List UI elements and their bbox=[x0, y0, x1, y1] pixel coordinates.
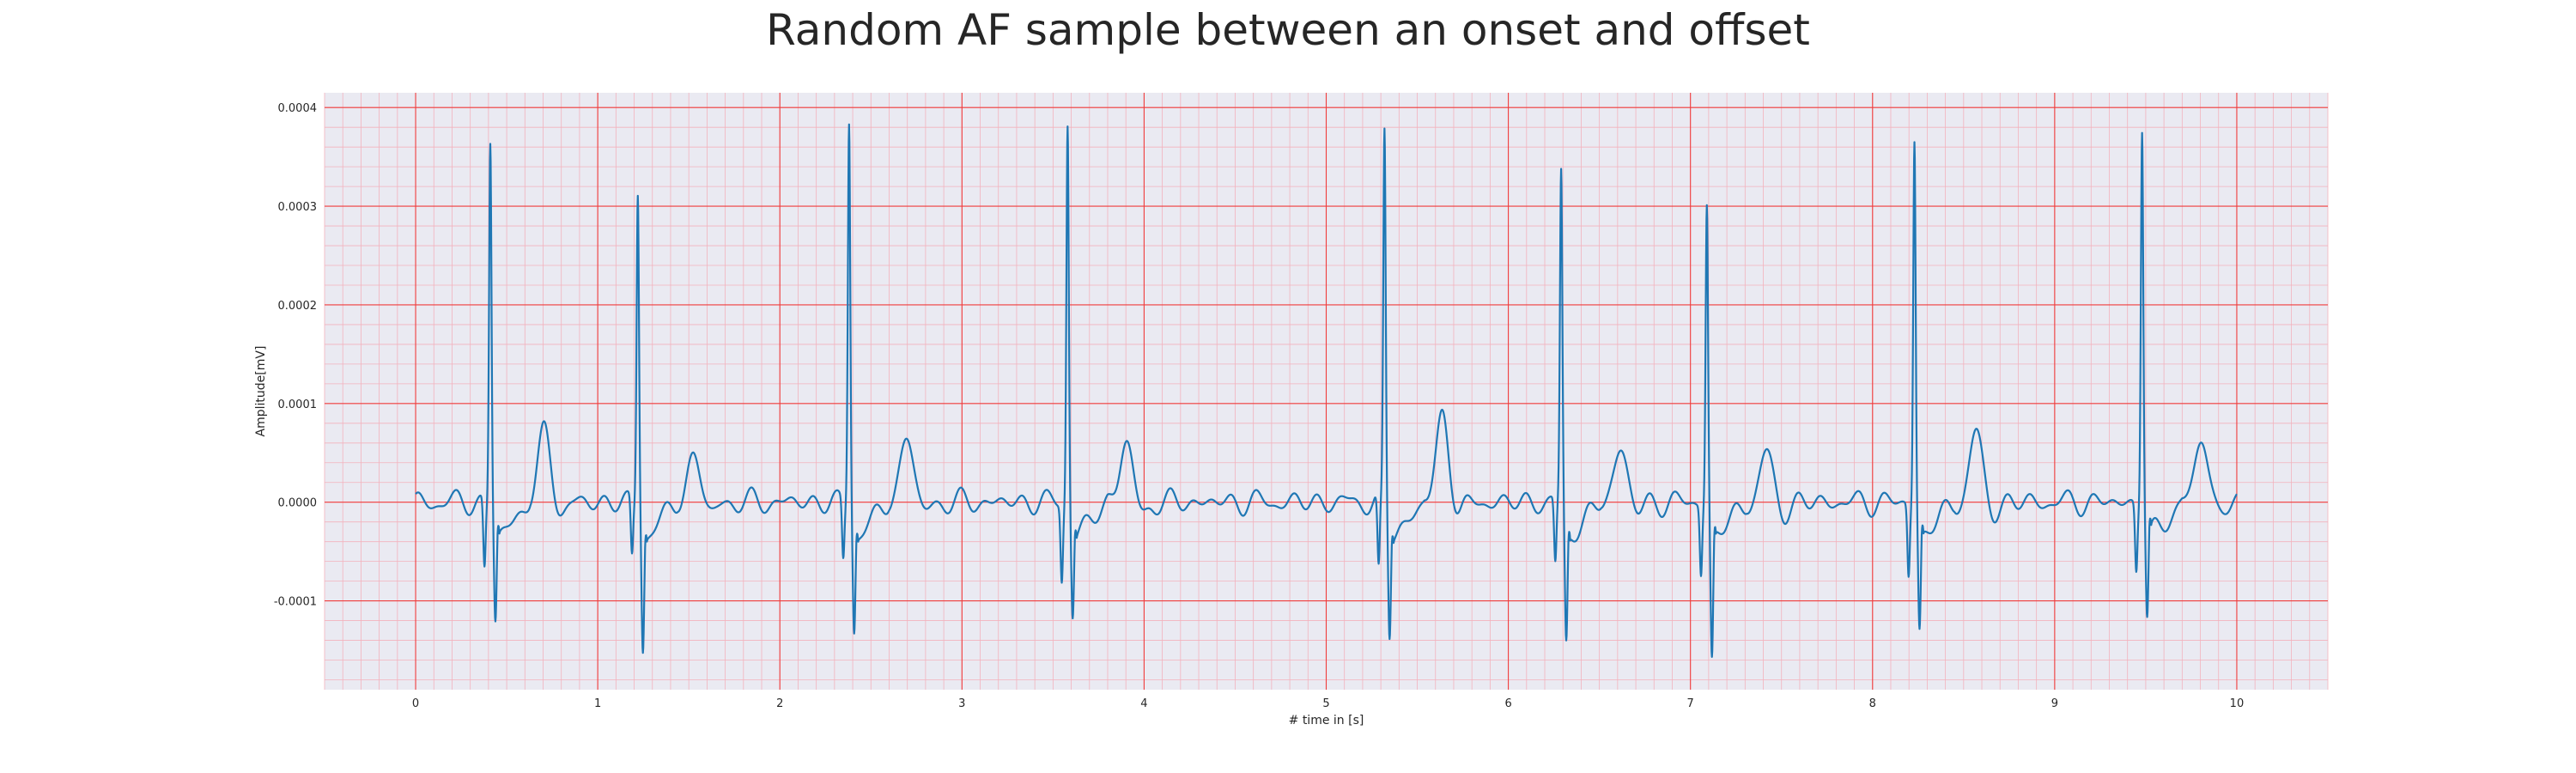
y-tick-label: -0.0001 bbox=[274, 596, 317, 609]
y-tick-labels: -0.0001 0.0000 0.0001 0.0002 0.0003 0.0004 bbox=[274, 102, 317, 608]
x-tick-label: 1 bbox=[594, 697, 601, 710]
y-tick-label: 0.0001 bbox=[278, 399, 318, 411]
x-tick-label: 0 bbox=[412, 697, 419, 710]
y-tick-label: 0.0000 bbox=[278, 497, 318, 510]
chart-title: Random AF sample between an onset and of… bbox=[766, 5, 1810, 55]
x-tick-label: 2 bbox=[776, 697, 783, 710]
x-axis-label: # time in [s] bbox=[1289, 714, 1364, 727]
x-tick-label: 10 bbox=[2230, 697, 2245, 710]
x-tick-label: 9 bbox=[2051, 697, 2058, 710]
ecg-series-line bbox=[415, 123, 2238, 658]
major-grid bbox=[325, 93, 2328, 690]
x-tick-label: 6 bbox=[1504, 697, 1511, 710]
x-tick-labels: 0 1 2 3 4 5 6 7 8 9 10 bbox=[412, 697, 2244, 710]
x-tick-label: 3 bbox=[958, 697, 965, 710]
x-tick-label: 5 bbox=[1322, 697, 1329, 710]
x-tick-label: 7 bbox=[1687, 697, 1694, 710]
x-tick-label: 4 bbox=[1140, 697, 1147, 710]
x-tick-label: 8 bbox=[1869, 697, 1876, 710]
y-tick-label: 0.0004 bbox=[278, 102, 318, 115]
y-tick-label: 0.0002 bbox=[278, 300, 318, 313]
y-tick-label: 0.0003 bbox=[278, 201, 318, 214]
y-axis-label: Amplitude[mV] bbox=[254, 346, 268, 437]
